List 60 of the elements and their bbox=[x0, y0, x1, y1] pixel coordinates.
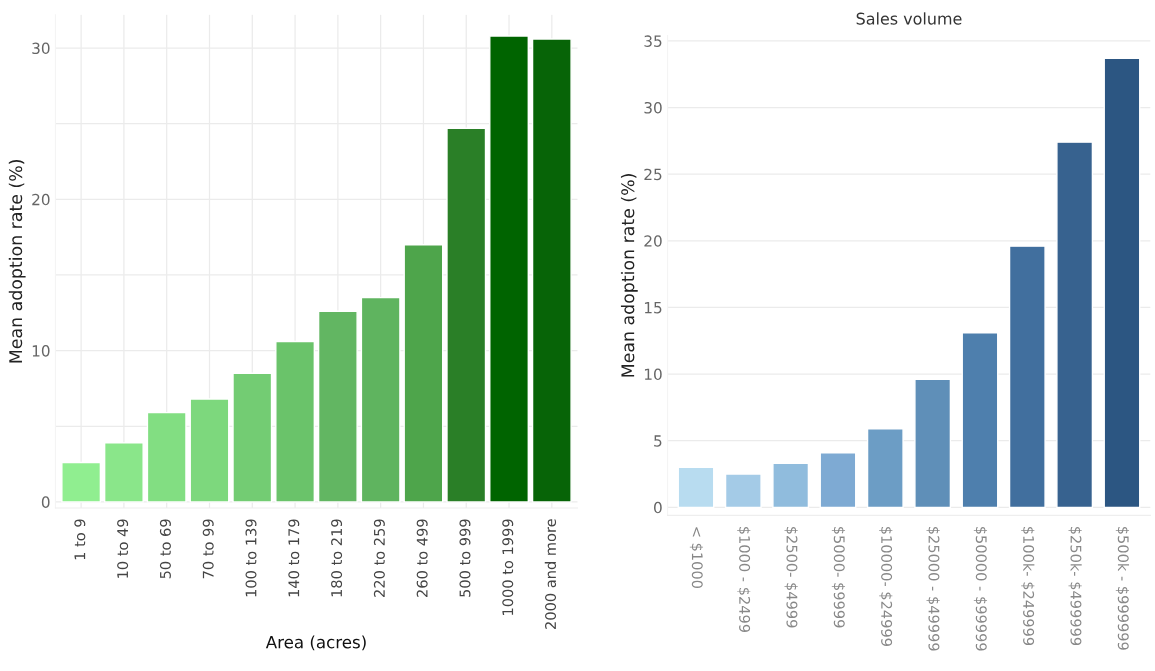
x-tick-label: 50 to 69 bbox=[159, 519, 171, 579]
y-tick-label: 10 bbox=[644, 368, 662, 381]
bar bbox=[1103, 57, 1141, 509]
x-tick-label: 10 to 49 bbox=[117, 519, 129, 578]
bar bbox=[403, 244, 444, 503]
bar bbox=[61, 461, 102, 503]
x-tick-label: 100 to 139 bbox=[245, 519, 257, 597]
bar bbox=[677, 466, 715, 509]
bar bbox=[961, 332, 999, 509]
x-tick-label: 2000 and more bbox=[544, 519, 557, 629]
bar bbox=[446, 127, 487, 503]
x-tick-label: 140 to 179 bbox=[288, 519, 300, 597]
x-tick-label: $25000 - $49999 bbox=[926, 526, 940, 651]
y-tick-label: 0 bbox=[654, 501, 662, 514]
x-tick-label: 70 to 99 bbox=[202, 519, 214, 579]
y-tick-label: 25 bbox=[644, 168, 662, 181]
bar bbox=[724, 473, 762, 509]
bar bbox=[232, 372, 273, 503]
x-tick-label: $100k- $249999 bbox=[1021, 526, 1035, 646]
bar bbox=[146, 411, 187, 503]
x-tick-label: $10000- $24999 bbox=[879, 526, 893, 646]
bar bbox=[489, 35, 529, 503]
y-axis-title: Mean adoption rate (%) bbox=[620, 174, 638, 377]
x-tick-label: 1 to 9 bbox=[74, 519, 86, 560]
x-tick-label: $50000 - $99999 bbox=[973, 526, 988, 651]
y-axis-title: Mean adoption rate (%) bbox=[8, 159, 26, 363]
bar bbox=[772, 462, 810, 509]
bar bbox=[1056, 141, 1094, 509]
x-tick-label: 260 to 499 bbox=[416, 519, 428, 597]
y-tick-label: 35 bbox=[644, 35, 662, 47]
y-tick-label: 10 bbox=[32, 345, 50, 357]
y-tick-label: 15 bbox=[644, 302, 662, 314]
x-tick-label: 500 to 999 bbox=[459, 519, 471, 597]
x-tick-label: $500k - $999999 bbox=[1115, 526, 1130, 650]
y-tick-label: 5 bbox=[654, 435, 662, 447]
bar bbox=[531, 38, 572, 503]
y-tick-label: 0 bbox=[41, 496, 50, 508]
x-tick-label: 220 to 259 bbox=[373, 519, 385, 597]
x-axis-title: Area (acres) bbox=[265, 635, 366, 651]
y-tick-label: 20 bbox=[32, 193, 50, 206]
bar bbox=[103, 442, 144, 503]
x-tick-label: $250k- $499999 bbox=[1068, 526, 1082, 646]
x-tick-label: $1000 - $2499 bbox=[737, 526, 751, 633]
x-tick-label: $2500- $4999 bbox=[784, 526, 798, 628]
y-tick-label: 30 bbox=[644, 101, 662, 114]
bar bbox=[1008, 245, 1046, 509]
x-tick-label: 180 to 219 bbox=[331, 519, 343, 597]
bar bbox=[275, 340, 316, 503]
y-tick-label: 20 bbox=[644, 235, 662, 247]
x-tick-label: 1000 to 1999 bbox=[502, 519, 514, 615]
x-tick-label: $5000- $9999 bbox=[831, 526, 846, 628]
chart-title: Sales volume bbox=[856, 12, 962, 25]
bar bbox=[317, 310, 358, 503]
bar bbox=[914, 378, 952, 509]
bar bbox=[360, 296, 401, 503]
bar bbox=[819, 451, 857, 509]
bar bbox=[866, 428, 904, 509]
x-tick-label: < $1000 bbox=[689, 527, 704, 589]
y-tick-label: 30 bbox=[32, 42, 50, 55]
bar bbox=[189, 398, 230, 503]
